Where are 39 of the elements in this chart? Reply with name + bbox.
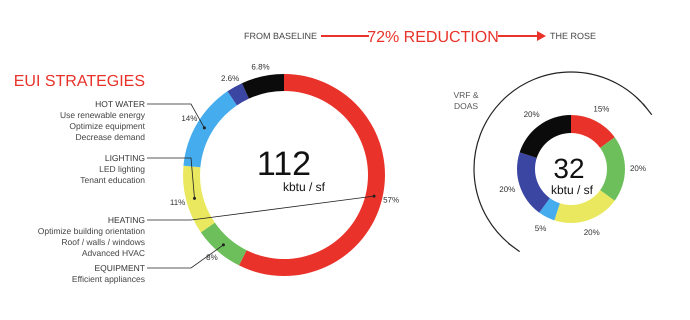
donut-slice <box>200 222 247 266</box>
text: EUI STRATEGIES <box>14 73 145 90</box>
slice-label: LIGHTING <box>104 153 145 163</box>
data-label: 20% <box>630 164 646 174</box>
data-label: 20% <box>524 110 540 119</box>
data-label: 8% <box>206 253 218 262</box>
donut-slice <box>539 198 560 220</box>
donut-slice <box>517 152 550 213</box>
text: FROM BASELINE <box>244 31 317 41</box>
text: 112 <box>256 145 312 183</box>
text: VRF & DOAS <box>453 90 479 111</box>
donut-slice <box>239 74 385 276</box>
data-label: 20% <box>499 184 516 194</box>
text: 32 <box>553 153 585 184</box>
text: Optimize building orientation Roof / walls / windows Advanced HVAC <box>38 226 146 258</box>
text: kbtu / sf <box>282 180 326 194</box>
donut-slice <box>242 74 284 99</box>
data-label: 57% <box>383 195 400 204</box>
slice-label: HEATING <box>108 215 145 225</box>
donut-slice <box>571 115 615 148</box>
text: kbtu / sf <box>550 183 594 197</box>
data-label: 20% <box>584 228 600 237</box>
donut-slice <box>183 166 215 232</box>
text: THE ROSE <box>550 31 596 41</box>
data-label: 5% <box>534 224 546 233</box>
text: LED lighting Tenant education <box>80 164 146 185</box>
data-label: 14% <box>181 114 198 124</box>
data-label: 6.8% <box>251 62 270 72</box>
data-label: 2.6% <box>220 74 240 84</box>
data-label: 11% <box>170 198 186 207</box>
donut-slice <box>227 83 249 106</box>
slice-label: HOT WATER <box>95 99 145 109</box>
data-label: 15% <box>593 104 610 114</box>
slice-label: EQUIPMENT <box>94 263 145 273</box>
text: Use renewable energy Optimize equipment Decrease demand <box>60 110 146 142</box>
text: 72% REDUCTION <box>367 29 499 46</box>
text: Efficient appliances <box>72 274 145 284</box>
donut-slice <box>600 137 625 201</box>
donut-slice <box>183 91 237 168</box>
